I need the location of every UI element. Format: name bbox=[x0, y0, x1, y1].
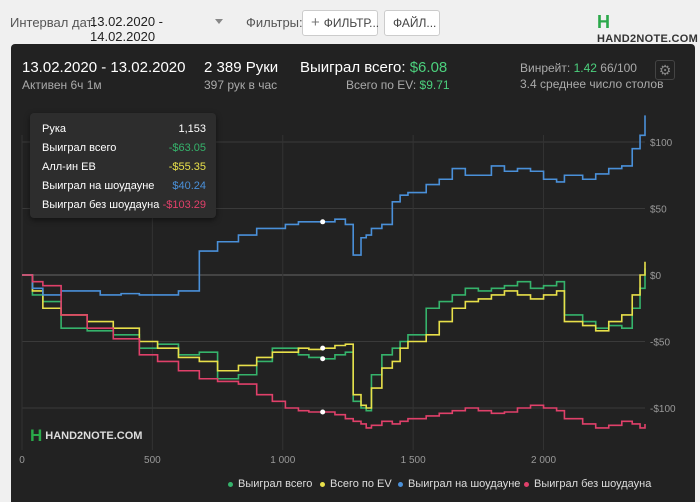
hand2note-logo-icon: H bbox=[30, 426, 43, 445]
y-tick-label: $100 bbox=[650, 138, 673, 149]
summary-won-total: Выиграл всего: $6.08 bbox=[300, 59, 447, 76]
legend-item-won-total[interactable]: Выиграл всего bbox=[228, 478, 312, 490]
legend-dot-icon bbox=[398, 481, 403, 487]
legend-dot-icon bbox=[320, 481, 325, 487]
legend-dot-icon bbox=[524, 481, 529, 487]
filter-button-label: ФИЛЬТР... bbox=[323, 16, 380, 30]
summary-winrate: Винрейт: 1.42 66/100 bbox=[520, 61, 637, 75]
hover-point bbox=[320, 219, 326, 225]
brand-logo: HHAND2NOTE.COM bbox=[597, 12, 700, 45]
tooltip-value-hand: 1,153 bbox=[178, 123, 206, 135]
summary-hands-per-hour: 397 рук в час bbox=[204, 78, 278, 92]
summary-date-range: 13.02.2020 - 13.02.2020 bbox=[22, 59, 186, 76]
legend-item-no-showdown[interactable]: Выиграл без шоудауна bbox=[524, 478, 651, 490]
y-tick-label: -$100 bbox=[650, 404, 676, 415]
won-total-label: Выиграл всего: bbox=[300, 59, 406, 76]
series-line bbox=[22, 274, 646, 429]
hover-point bbox=[320, 409, 326, 415]
watermark-text: HAND2NOTE.COM bbox=[45, 429, 143, 442]
hover-point bbox=[320, 356, 326, 362]
summary-tables-avg: 3.4 среднее число столов bbox=[520, 77, 664, 91]
filters-label: Фильтры: bbox=[246, 15, 303, 30]
summary-hands: 2 389 Руки bbox=[204, 59, 279, 76]
y-tick-label: $50 bbox=[650, 205, 667, 216]
legend-dot-icon bbox=[228, 481, 233, 487]
chevron-down-icon[interactable] bbox=[215, 19, 223, 24]
tooltip-value-won-total: -$63.05 bbox=[168, 142, 206, 154]
file-button[interactable]: ФАЙЛ... bbox=[384, 10, 440, 36]
x-tick-label: 2 000 bbox=[531, 455, 556, 466]
gear-icon[interactable]: ⚙ bbox=[655, 60, 675, 80]
plus-icon: + bbox=[311, 14, 320, 31]
hand2note-logo-icon: H bbox=[597, 12, 611, 32]
x-tick-label: 500 bbox=[144, 455, 161, 466]
x-tick-label: 1 500 bbox=[401, 455, 426, 466]
winrate-value: 1.42 bbox=[573, 61, 597, 75]
y-tick-label: -$50 bbox=[650, 338, 670, 349]
tooltip-value-allin-ev: -$55.35 bbox=[168, 161, 206, 173]
chart-watermark: H HAND2NOTE.COM bbox=[30, 426, 142, 446]
ev-value: $9.71 bbox=[419, 78, 450, 92]
x-tick-label: 0 bbox=[19, 455, 25, 466]
series-line bbox=[22, 261, 646, 409]
filter-button[interactable]: + ФИЛЬТР... bbox=[302, 10, 380, 36]
won-total-value: $6.08 bbox=[409, 59, 448, 76]
winrate-label: Винрейт: bbox=[520, 61, 571, 75]
brand-logo-text: HAND2NOTE.COM bbox=[597, 33, 699, 45]
y-tick-label: $0 bbox=[650, 271, 662, 282]
summary-active-time: Активен 6ч 1м bbox=[22, 78, 102, 92]
ev-label: Всего по EV: bbox=[346, 78, 417, 92]
date-range-label: Интервал дат: bbox=[10, 15, 97, 30]
toolbar: Интервал дат: 13.02.2020 - 14.02.2020 Фи… bbox=[0, 0, 700, 47]
tooltip-value-no-showdown: -$103.29 bbox=[162, 199, 206, 211]
x-tick-label: 1 000 bbox=[270, 455, 295, 466]
legend-item-ev[interactable]: Всего по EV bbox=[320, 478, 392, 490]
series-line bbox=[22, 115, 646, 296]
winrate-suffix: 66/100 bbox=[600, 61, 637, 75]
tooltip-value-showdown: $40.24 bbox=[172, 180, 206, 192]
hover-point bbox=[320, 345, 326, 351]
summary-ev: Всего по EV: $9.71 bbox=[346, 78, 450, 92]
hover-tooltip: Рука 1,153 Выиграл всего -$63.05 Алл-ин EB… bbox=[30, 113, 216, 218]
legend-item-showdown[interactable]: Выиграл на шоудауне bbox=[398, 478, 520, 490]
series-line bbox=[22, 268, 646, 412]
